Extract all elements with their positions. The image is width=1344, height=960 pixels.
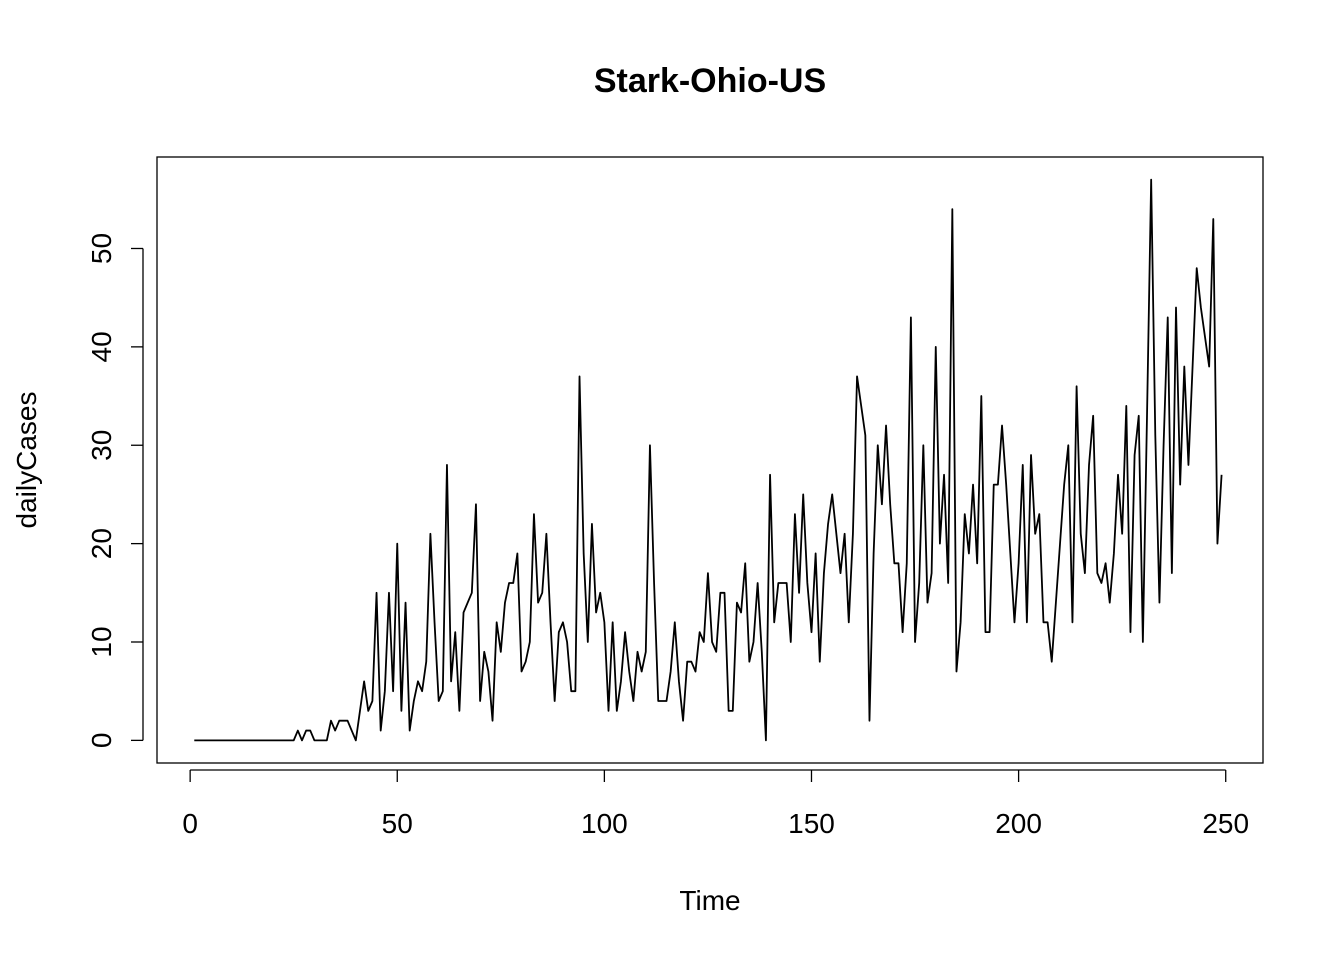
y-tick-label: 10 xyxy=(86,626,117,657)
y-tick-label: 40 xyxy=(86,331,117,362)
x-tick-label: 100 xyxy=(581,808,628,839)
y-tick-label: 0 xyxy=(86,733,117,749)
series-line-dailyCases xyxy=(194,178,1223,742)
x-tick-label: 50 xyxy=(382,808,413,839)
y-tick-label: 30 xyxy=(86,430,117,461)
chart-title: Stark-Ohio-US xyxy=(594,62,826,100)
plot-frame xyxy=(156,156,1264,764)
y-axis: 0 10 20 30 40 50 xyxy=(86,233,144,749)
x-axis: 0 50 100 150 200 250 xyxy=(182,769,1249,839)
x-axis-label: Time xyxy=(679,885,740,916)
x-tick-label: 0 xyxy=(182,808,198,839)
x-tick-label: 200 xyxy=(995,808,1042,839)
y-tick-label: 20 xyxy=(86,528,117,559)
x-tick-label: 250 xyxy=(1202,808,1249,839)
y-tick-label: 50 xyxy=(86,233,117,264)
y-axis-label: dailyCases xyxy=(11,392,42,529)
x-tick-label: 150 xyxy=(788,808,835,839)
